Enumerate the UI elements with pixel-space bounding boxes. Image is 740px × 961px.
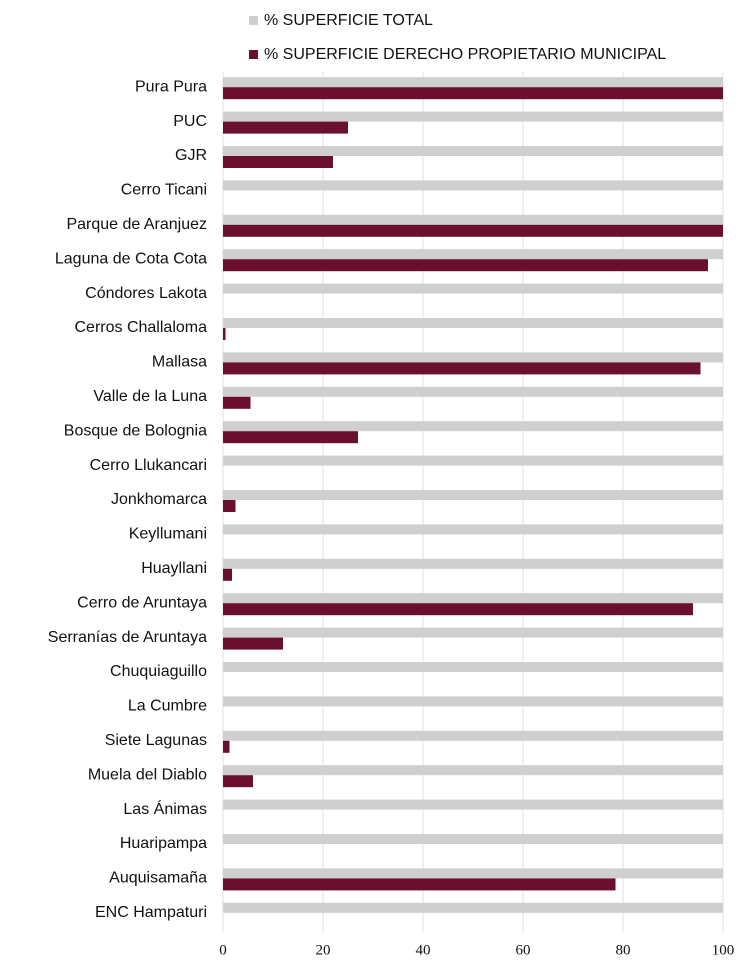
y-tick-label: Parque de Aranjuez <box>66 216 207 233</box>
bar <box>223 878 616 891</box>
y-tick-label: Chuquiaguillo <box>110 663 207 680</box>
bar <box>223 637 283 650</box>
bar <box>223 834 723 844</box>
y-tick-label: ENC Hampaturi <box>95 904 207 921</box>
x-tick-label: 80 <box>616 942 631 958</box>
y-tick-label: Auquisamaña <box>109 870 207 887</box>
bar <box>223 111 723 122</box>
bar <box>223 740 230 753</box>
y-tick-label: Muela del Diablo <box>88 766 207 783</box>
x-tick-label: 60 <box>516 942 531 958</box>
bar <box>223 362 701 375</box>
y-tick-label: Cerro Ticani <box>121 182 207 199</box>
y-tick-label: Bosque de Bolognia <box>64 422 207 439</box>
x-tick-label: 20 <box>316 942 331 958</box>
y-tick-label: Cerro Llukancari <box>90 457 207 474</box>
bar <box>223 524 723 535</box>
bar <box>223 318 723 328</box>
bar <box>223 328 226 340</box>
y-tick-label: Cerros Challaloma <box>75 319 208 336</box>
bar <box>223 352 723 363</box>
y-tick-label: Mallasa <box>152 354 207 371</box>
y-tick-label: Keyllumani <box>129 526 207 543</box>
bar <box>223 568 232 581</box>
y-tick-label: Cóndores Lakota <box>85 285 207 302</box>
bar <box>223 87 723 100</box>
y-tick-label: Jonkhomarca <box>111 491 207 508</box>
bar <box>223 696 723 707</box>
y-tick-label: PUC <box>173 113 207 130</box>
bar <box>223 902 723 913</box>
bar <box>223 396 251 409</box>
bar <box>223 421 723 432</box>
bar <box>223 121 348 134</box>
y-tick-label: Serranías de Aruntaya <box>48 629 207 646</box>
legend-label: % SUPERFICIE DERECHO PROPIETARIO MUNICIP… <box>264 46 666 63</box>
x-tick-label: 40 <box>416 942 431 958</box>
legend-swatch <box>249 16 258 25</box>
y-tick-label: Laguna de Cota Cota <box>55 250 207 267</box>
legend-swatch <box>249 50 258 59</box>
bar <box>223 259 708 272</box>
bar <box>223 765 723 776</box>
bar <box>223 775 253 788</box>
bar <box>223 593 723 604</box>
bar <box>223 249 723 260</box>
bar <box>223 500 236 512</box>
bar <box>223 455 723 466</box>
bar <box>223 214 723 225</box>
bar <box>223 431 358 444</box>
bar <box>223 627 723 638</box>
bar <box>223 558 723 569</box>
legend-label: % SUPERFICIE TOTAL <box>264 12 433 29</box>
y-tick-label: Valle de la Luna <box>93 388 207 405</box>
y-tick-label: GJR <box>175 147 207 164</box>
bar <box>223 662 723 672</box>
bar <box>223 146 723 156</box>
bar <box>223 386 723 397</box>
bar <box>223 77 723 88</box>
bar <box>223 868 723 879</box>
bar <box>223 730 723 741</box>
bar <box>223 603 693 616</box>
y-tick-label: Siete Lagunas <box>105 732 207 749</box>
y-tick-label: Huaripampa <box>120 835 207 852</box>
x-tick-label: 100 <box>712 942 735 958</box>
bar <box>223 490 723 500</box>
bar <box>223 799 723 810</box>
bar <box>223 224 723 237</box>
y-tick-label: Huayllani <box>141 560 207 577</box>
y-tick-label: Cerro de Aruntaya <box>77 594 207 611</box>
y-tick-label: Pura Pura <box>135 78 207 95</box>
y-tick-label: La Cumbre <box>128 698 207 715</box>
bar <box>223 180 723 191</box>
bar <box>223 156 333 168</box>
bar <box>223 283 723 294</box>
x-tick-label: 0 <box>219 942 227 958</box>
y-tick-label: Las Ánimas <box>123 799 207 818</box>
